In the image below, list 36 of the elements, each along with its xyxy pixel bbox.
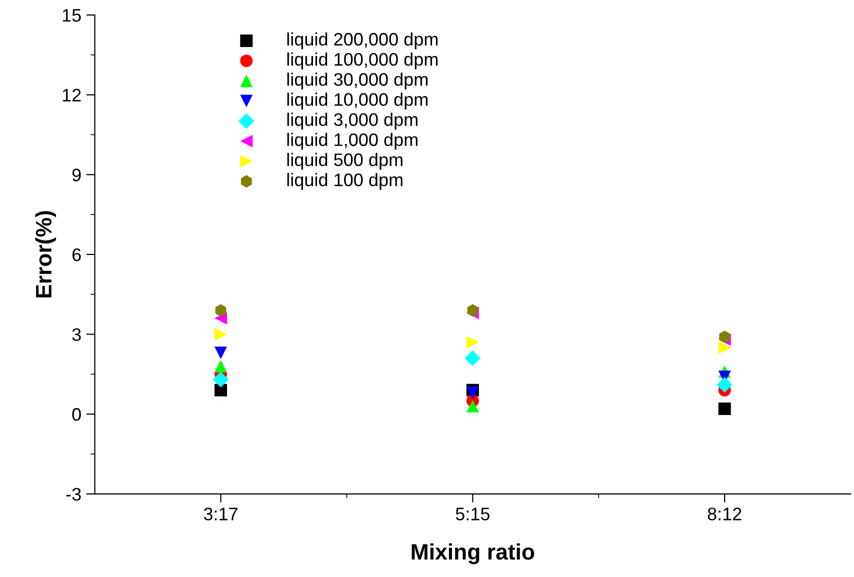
point <box>214 328 228 341</box>
y-tick-label: 9 <box>72 168 81 182</box>
point <box>719 330 730 344</box>
legend-label: liquid 1,000 dpm <box>287 132 418 150</box>
point <box>464 350 481 366</box>
y-tick-label: 0 <box>72 408 81 421</box>
point <box>214 360 228 372</box>
point <box>467 304 478 317</box>
y-tick-label: 3 <box>72 328 81 341</box>
x-tick-label: 8:12 <box>708 508 742 520</box>
point <box>718 341 731 354</box>
legend-label: liquid 30,000 dpm <box>287 72 428 90</box>
point <box>716 376 732 393</box>
legend-label: liquid 100 dpm <box>287 173 402 190</box>
point <box>212 372 229 388</box>
x-tick-label: 5:15 <box>456 508 490 520</box>
legend-label: liquid 200,000 dpm <box>287 32 438 50</box>
y-tick-label: 15 <box>62 9 81 22</box>
x-tick-label: 3:17 <box>204 508 238 520</box>
legend-label: liquid 100,000 dpm <box>287 52 438 70</box>
point <box>466 400 479 412</box>
point <box>215 304 226 317</box>
y-tick-label: 12 <box>62 88 81 102</box>
legend-label: liquid 500 dpm <box>287 152 402 170</box>
point <box>466 386 479 400</box>
x-axis-title: Mixing ratio <box>412 543 534 564</box>
legend-label: liquid 3,000 dpm <box>287 112 418 130</box>
point <box>214 312 228 325</box>
point <box>214 384 228 396</box>
point <box>466 336 479 349</box>
y-axis-title: Error(%) <box>35 211 56 298</box>
y-tick-label: 6 <box>72 248 81 262</box>
y-tick-label: -3 <box>66 488 81 501</box>
point <box>214 346 228 360</box>
legend-label: liquid 10,000 dpm <box>287 92 428 110</box>
point <box>718 402 731 416</box>
